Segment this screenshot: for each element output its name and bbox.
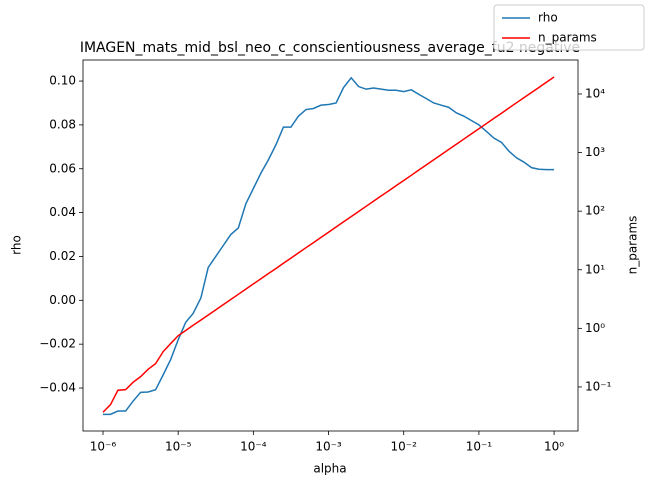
y2-tick-label: 10⁰ xyxy=(585,321,605,335)
x-tick-label: 10⁻³ xyxy=(315,440,342,454)
y-tick-label: 0.08 xyxy=(49,117,76,131)
x-tick-label: 10⁻⁵ xyxy=(165,440,192,454)
y2-tick-label: 10¹ xyxy=(585,262,605,276)
x-tick-label: 10⁻² xyxy=(391,440,418,454)
chart-title: IMAGEN_mats_mid_bsl_neo_c_conscientiousn… xyxy=(80,40,580,56)
legend-label: n_params xyxy=(538,31,597,45)
y-tick-label: −0.04 xyxy=(39,381,76,395)
y2-tick-label: 10⁻¹ xyxy=(585,379,612,393)
plot-area xyxy=(83,60,578,431)
y-tick-label: 0.06 xyxy=(49,161,76,175)
y-tick-label: 0.10 xyxy=(49,74,76,88)
x-tick-label: 10⁻¹ xyxy=(466,440,493,454)
y2-tick-label: 10² xyxy=(585,204,605,218)
series-line xyxy=(102,76,555,413)
legend-label: rho xyxy=(538,11,558,25)
y-tick-label: −0.02 xyxy=(39,337,76,351)
y2-tick-label: 10⁴ xyxy=(585,86,605,100)
y-axis-label: rho xyxy=(10,235,24,255)
x-tick-label: 10⁻⁶ xyxy=(90,440,117,454)
x-tick-label: 10⁰ xyxy=(544,440,564,454)
y-tick-label: 0.04 xyxy=(49,205,76,219)
y-tick-label: 0.02 xyxy=(49,249,76,263)
y2-axis-label: n_params xyxy=(626,216,640,275)
x-axis-label: alpha xyxy=(313,462,346,476)
x-tick-label: 10⁻⁴ xyxy=(240,440,267,454)
legend-box xyxy=(493,4,645,51)
axes-frame xyxy=(82,59,579,432)
y-tick-label: 0.00 xyxy=(49,293,76,307)
series-line xyxy=(103,76,555,416)
y2-tick-label: 10³ xyxy=(585,145,605,159)
